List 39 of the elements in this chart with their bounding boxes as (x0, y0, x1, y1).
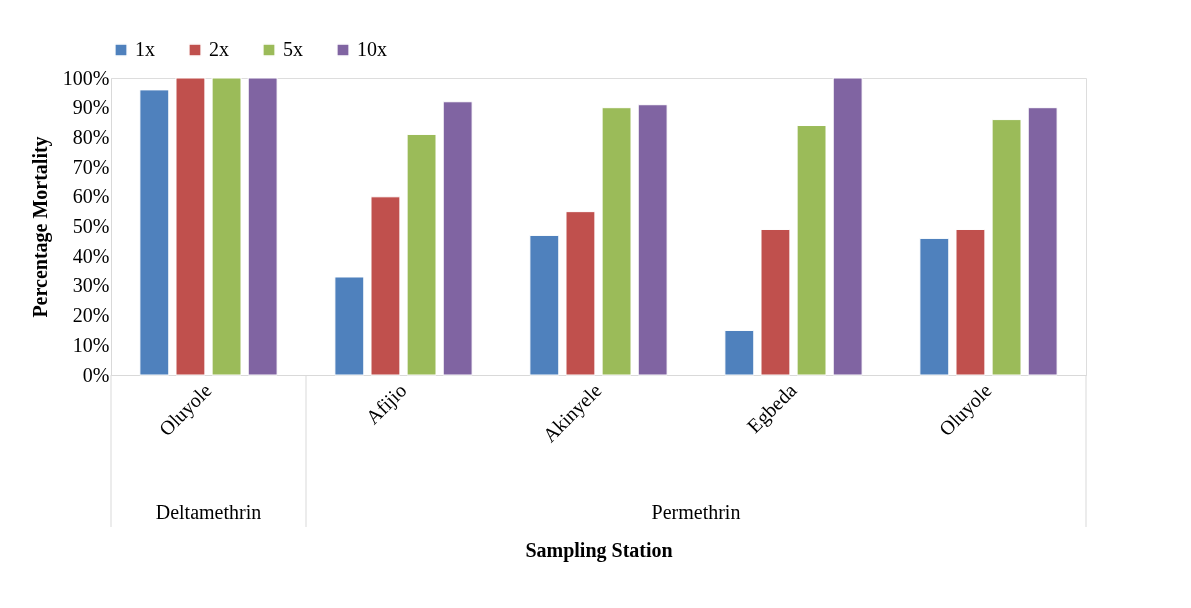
y-axis-title: Percentage Mortality (28, 136, 52, 318)
y-tick-label: 50% (72, 215, 110, 237)
bar (406, 133, 437, 376)
y-tick-label: 80% (72, 125, 110, 148)
y-tick-label: 40% (72, 244, 110, 267)
bar (919, 237, 950, 376)
bar (442, 101, 473, 376)
bar (796, 125, 827, 376)
bar (637, 104, 668, 376)
bar (1027, 107, 1058, 376)
y-tick-label: 10% (72, 333, 110, 356)
legend-label: 5x (283, 38, 303, 60)
bar (601, 107, 632, 376)
bar (175, 77, 206, 376)
y-tick-label: 70% (72, 155, 110, 178)
bar (724, 329, 755, 376)
bar (334, 276, 365, 376)
legend-label: 1x (135, 38, 155, 60)
bar (370, 196, 401, 376)
bar (955, 228, 986, 376)
bar (211, 77, 242, 376)
bar (832, 77, 863, 376)
text: Deltamethrin (155, 501, 262, 523)
legend-label: 10x (357, 38, 387, 60)
bar (760, 228, 791, 376)
y-tick-label: 90% (72, 96, 110, 119)
y-tick-label: 100% (62, 66, 110, 89)
bar (247, 77, 278, 376)
y-tick-label: 0% (82, 363, 110, 386)
bar (529, 234, 560, 376)
y-tick-label: 20% (72, 304, 110, 327)
text: Permethrin (651, 501, 741, 523)
y-tick-label: 30% (72, 274, 110, 297)
bar (991, 119, 1022, 376)
x-axis-title: Sampling Station (525, 539, 673, 563)
legend-label: 2x (209, 38, 229, 60)
bar (139, 89, 170, 376)
y-tick-label: 60% (72, 185, 110, 208)
bar (565, 211, 596, 376)
